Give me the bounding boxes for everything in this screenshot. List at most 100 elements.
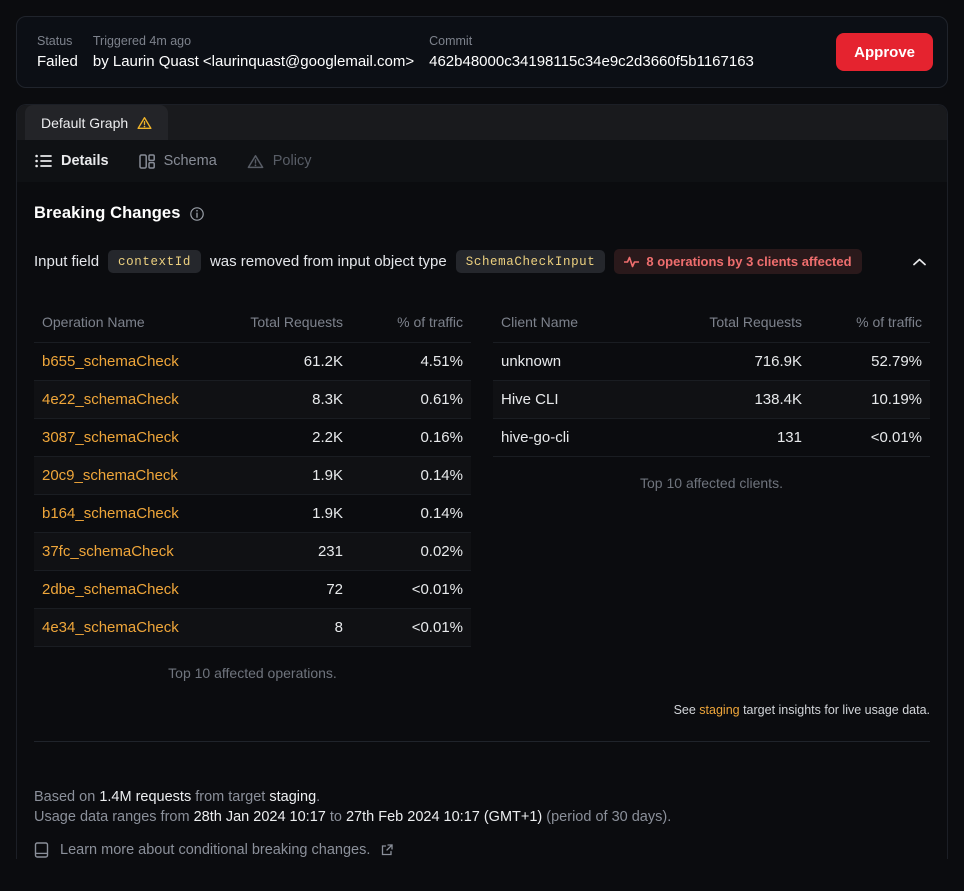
change-text-before: Input field	[34, 253, 100, 270]
based-suffix: .	[316, 789, 321, 805]
client-requests: 131	[776, 429, 802, 446]
client-requests: 138.4K	[754, 391, 802, 408]
requests-total: 1.4M requests	[99, 789, 192, 805]
approve-button[interactable]: Approve	[836, 33, 933, 71]
date-range-line: Usage data ranges from 28th Jan 2024 10:…	[34, 807, 930, 827]
commit-label: Commit	[429, 34, 473, 48]
client-traffic: <0.01%	[870, 429, 922, 446]
triggered-author: by Laurin Quast <laurinquast@googlemail.…	[92, 53, 415, 70]
clients-footnote: Top 10 affected clients.	[640, 475, 783, 491]
triggered-block: Triggered 4m ago by Laurin Quast <laurin…	[93, 34, 414, 70]
operation-requests: 72	[326, 581, 343, 598]
tab-default-graph[interactable]: Default Graph	[25, 105, 169, 140]
breaking-change-row[interactable]: Input field contextId was removed from i…	[34, 249, 930, 274]
operation-requests: 61.2K	[303, 353, 343, 370]
operation-requests: 2.2K	[312, 429, 343, 446]
graph-tab-label: Default Graph	[41, 114, 129, 131]
check-nav-tabs: Details Schema Policy	[17, 140, 947, 182]
based-prefix: Based on	[34, 789, 100, 805]
operation-link[interactable]: b655_schemaCheck	[42, 353, 179, 370]
graph-tab-strip: Default Graph	[17, 105, 947, 140]
book-icon	[34, 842, 49, 858]
range-from: 28th Jan 2024 10:17	[193, 809, 326, 825]
insights-note-before: See	[673, 703, 700, 717]
table-row: 20c9_schemaCheck 1.9K 0.14%	[34, 456, 471, 495]
operation-requests: 8	[334, 619, 343, 636]
schema-icon	[138, 153, 155, 169]
external-link-icon	[381, 844, 394, 856]
list-icon	[35, 154, 52, 168]
type-code-chip: SchemaCheckInput	[455, 250, 606, 273]
operation-link[interactable]: 4e22_schemaCheck	[42, 391, 179, 408]
warning-triangle-icon	[137, 116, 152, 130]
tab-details[interactable]: Details	[35, 153, 109, 169]
status-label: Status	[37, 34, 73, 48]
usage-tables: Operation Name Total Requests % of traff…	[34, 307, 930, 681]
operations-header-name: Operation Name	[42, 314, 145, 330]
tab-policy[interactable]: Policy	[247, 153, 312, 169]
based-middle: from target	[191, 789, 270, 805]
operation-requests: 1.9K	[312, 467, 343, 484]
target-name: staging	[269, 789, 317, 805]
operations-table: Operation Name Total Requests % of traff…	[34, 307, 471, 647]
clients-table: Client Name Total Requests % of traffic …	[493, 307, 930, 457]
range-prefix: Usage data ranges from	[34, 809, 194, 825]
info-icon[interactable]	[190, 206, 205, 221]
learn-more-label: Learn more about conditional breaking ch…	[60, 842, 371, 858]
triggered-label: Triggered 4m ago	[92, 34, 192, 48]
operation-traffic: 4.51%	[420, 353, 463, 370]
usage-footer: Based on 1.4M requests from target stagi…	[34, 787, 930, 858]
operations-footnote: Top 10 affected operations.	[168, 665, 337, 681]
staging-target-link[interactable]: staging	[699, 703, 740, 717]
status-block: Status Failed	[37, 34, 78, 70]
operation-link[interactable]: 37fc_schemaCheck	[42, 543, 174, 560]
operation-link[interactable]: 3087_schemaCheck	[42, 429, 179, 446]
change-text-middle: was removed from input object type	[209, 253, 447, 270]
table-row: 37fc_schemaCheck 231 0.02%	[34, 532, 471, 571]
client-traffic: 10.19%	[871, 391, 922, 408]
operation-link[interactable]: 4e34_schemaCheck	[42, 619, 179, 636]
table-row: hive-go-cli 131 <0.01%	[493, 418, 930, 457]
table-row: Hive CLI 138.4K 10.19%	[493, 380, 930, 419]
client-traffic: 52.79%	[871, 353, 922, 370]
field-code-chip: contextId	[108, 250, 201, 273]
operation-link[interactable]: 2dbe_schemaCheck	[42, 581, 179, 598]
operation-traffic: <0.01%	[411, 619, 463, 636]
content-divider	[34, 741, 930, 742]
operation-link[interactable]: 20c9_schemaCheck	[42, 467, 178, 484]
operation-traffic: 0.14%	[420, 505, 463, 522]
range-suffix: (period of 30 days).	[542, 809, 672, 825]
operation-link[interactable]: b164_schemaCheck	[42, 505, 179, 522]
operation-requests: 8.3K	[312, 391, 343, 408]
learn-more-link[interactable]: Learn more about conditional breaking ch…	[34, 842, 394, 858]
operation-requests: 1.9K	[312, 505, 343, 522]
operation-traffic: <0.01%	[411, 581, 463, 598]
client-name: hive-go-cli	[501, 429, 570, 446]
table-row: b164_schemaCheck 1.9K 0.14%	[34, 494, 471, 533]
table-row: 2dbe_schemaCheck 72 <0.01%	[34, 570, 471, 609]
affected-badge-label: 8 operations by 3 clients affected	[646, 254, 852, 269]
operation-requests: 231	[317, 543, 343, 560]
commit-block: Commit 462b48000c34198115c34e9c2d3660f5b…	[429, 34, 754, 70]
breaking-changes-title: Breaking Changes	[34, 204, 181, 222]
tab-policy-label: Policy	[272, 153, 312, 169]
tab-schema[interactable]: Schema	[138, 153, 217, 169]
tab-details-label: Details	[61, 153, 109, 169]
operation-traffic: 0.02%	[420, 543, 463, 560]
affected-operations-badge: 8 operations by 3 clients affected	[614, 249, 862, 274]
clients-header-requests: Total Requests	[709, 314, 802, 330]
range-to: 27th Feb 2024 10:17 (GMT+1)	[345, 809, 543, 825]
status-value: Failed	[37, 53, 78, 70]
schema-check-panel: Default Graph	[16, 104, 948, 859]
table-row: b655_schemaCheck 61.2K 4.51%	[34, 342, 471, 381]
clients-header-traffic: % of traffic	[856, 314, 922, 330]
collapse-chevron-up-icon[interactable]	[909, 254, 930, 270]
insights-note-after: target insights for live usage data.	[739, 703, 930, 717]
operation-traffic: 0.16%	[420, 429, 463, 446]
client-name: unknown	[501, 353, 562, 370]
table-row: 4e34_schemaCheck 8 <0.01%	[34, 608, 471, 647]
client-requests: 716.9K	[754, 353, 802, 370]
clients-header-name: Client Name	[501, 314, 579, 330]
table-row: 4e22_schemaCheck 8.3K 0.61%	[34, 380, 471, 419]
range-connector: to	[325, 809, 346, 825]
